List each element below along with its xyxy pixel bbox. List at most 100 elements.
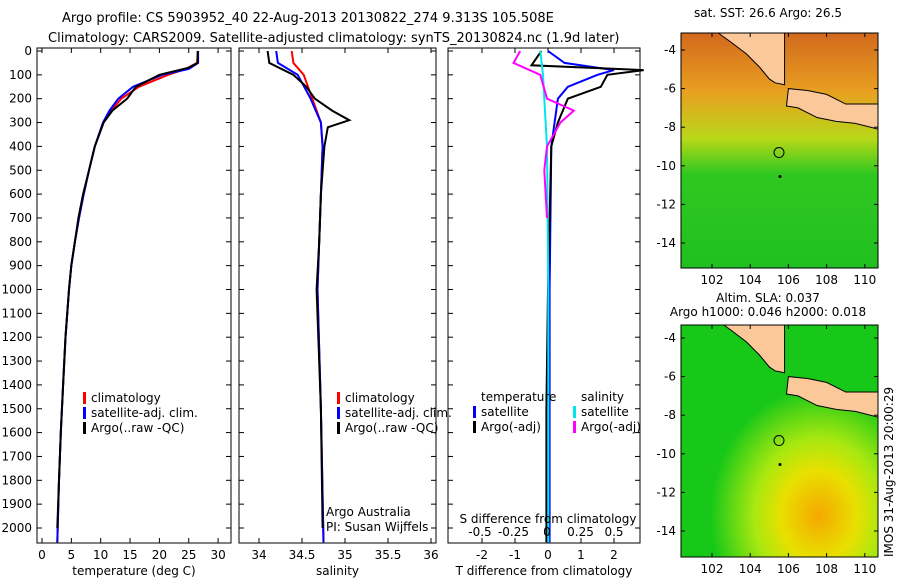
y-tick-label: 1000 <box>1 283 32 297</box>
legend-title-temperature: temperature <box>481 390 556 404</box>
legend-title-salinity: salinity <box>581 390 624 404</box>
legend-swatch <box>573 421 576 433</box>
legend-label: climatology <box>91 391 161 405</box>
float-position-marker <box>773 435 785 447</box>
land-group <box>722 325 878 418</box>
lat-tick-label: -6 <box>664 82 676 96</box>
x-axis-label: salinity <box>316 564 359 578</box>
sla-map-title-1: Altim. SLA: 0.037 <box>716 291 820 305</box>
y-tick-label: 700 <box>9 211 32 225</box>
x-tick-label: 0 <box>544 548 552 562</box>
x-tick-label: -2 <box>476 548 488 562</box>
x-tick-label: 1 <box>577 548 585 562</box>
x-tick-label: 35 <box>337 548 352 562</box>
float-track-marker <box>778 463 782 467</box>
series-line-climatology <box>290 50 325 543</box>
legend-label: satellite <box>581 405 629 419</box>
land-mass <box>785 88 878 130</box>
legend-swatch <box>83 407 86 419</box>
legend-label: Argo(..raw -QC) <box>345 421 438 435</box>
y-tick-label: 1300 <box>1 354 32 368</box>
axes-box <box>447 47 641 544</box>
y-tick-label: 400 <box>9 139 32 153</box>
axes-box <box>36 47 232 544</box>
float-track-marker <box>778 175 782 179</box>
map-frame <box>680 32 879 269</box>
lat-tick-label: -4 <box>664 43 676 57</box>
y-tick-label: 0 <box>24 44 32 58</box>
y-tick-label: 1800 <box>1 473 32 487</box>
y-tick-label: 1600 <box>1 426 32 440</box>
map-frame <box>680 324 879 558</box>
land-mass <box>722 325 786 374</box>
x-tick-label: 20 <box>152 548 167 562</box>
y-tick-label: 2000 <box>1 521 32 535</box>
x-tick-label: 34 <box>251 548 266 562</box>
lat-tick-label: -8 <box>664 408 676 422</box>
s-axis-label: S difference from climatology <box>460 512 637 526</box>
series-line-satellite-adj-clim- <box>56 51 200 543</box>
y-tick-label: 1500 <box>1 402 32 416</box>
s-axis-tick-label: 0 <box>543 525 551 539</box>
lat-tick-label: -8 <box>664 120 676 134</box>
lat-tick-label: -14 <box>656 236 676 250</box>
y-tick-label: 300 <box>9 116 32 130</box>
salinity-panel: 34 34.5 35 35.5 36 salinity climatologysatelli… <box>238 47 452 578</box>
lon-tick-label: 104 <box>739 273 762 287</box>
y-tick-label: 1200 <box>1 330 32 344</box>
temperature-panel: 0 5 10 15 20 25 300100200300400500600700800900… <box>1 44 232 578</box>
x-tick-label: 2 <box>610 548 618 562</box>
series-line-climatology <box>56 50 200 543</box>
x-tick-label: 35.5 <box>375 548 402 562</box>
legend-swatch <box>83 392 86 404</box>
y-tick-label: 100 <box>9 68 32 82</box>
legend-label: satellite-adj. clim. <box>345 406 452 420</box>
lat-tick-label: -12 <box>656 197 676 211</box>
credit-org: Argo Australia <box>326 505 411 519</box>
y-tick-label: 1700 <box>1 449 32 463</box>
legend-swatch <box>337 407 340 419</box>
y-tick-label: 900 <box>9 259 32 273</box>
x-axis-label: T difference from climatology <box>455 564 633 578</box>
legend-label: Argo(-adj) <box>481 420 541 434</box>
legend-label: Argo(-adj) <box>581 420 641 434</box>
y-tick-label: 800 <box>9 235 32 249</box>
legend-swatch <box>473 421 476 433</box>
x-tick-label: 36 <box>423 548 438 562</box>
series-line-argo-raw-qc- <box>56 51 199 529</box>
x-tick-label: 34.5 <box>289 548 316 562</box>
lon-tick-label: 108 <box>815 562 838 576</box>
y-tick-label: 600 <box>9 187 32 201</box>
x-axis-label: temperature (deg C) <box>72 564 195 578</box>
lon-tick-label: 106 <box>777 562 800 576</box>
legend-swatch <box>473 406 476 418</box>
x-tick-label: 5 <box>68 548 76 562</box>
lon-tick-label: 106 <box>777 273 800 287</box>
s-axis-tick-label: 0.5 <box>604 525 623 539</box>
sst-map-title: sat. SST: 26.6 Argo: 26.5 <box>694 6 842 20</box>
lat-tick-label: -6 <box>664 370 676 384</box>
x-tick-label: 10 <box>93 548 108 562</box>
title-line-1: Argo profile: CS 5903952_40 22-Aug-2013 … <box>62 11 554 26</box>
series-line-s-argo-adj- <box>512 50 576 218</box>
legend-label: satellite-adj. clim. <box>91 406 198 420</box>
sst-map: 102 104 106 108 110 -4 -6 -8 -10 -12 -14 <box>656 32 879 287</box>
x-tick-label: -1 <box>509 548 521 562</box>
x-tick-label: 0 <box>38 548 46 562</box>
float-position-marker <box>773 147 785 159</box>
lon-tick-label: 108 <box>815 273 838 287</box>
land-mass <box>785 376 878 418</box>
credit-pi: PI: Susan Wijffels <box>326 520 428 534</box>
footer-timestamp: IMOS 31-Aug-2013 20:00:29 <box>882 387 896 557</box>
sla-map-title-2: Argo h1000: 0.046 h2000: 0.018 <box>670 305 866 319</box>
x-tick-label: 25 <box>181 548 196 562</box>
lon-tick-label: 104 <box>739 562 762 576</box>
legend-label: satellite <box>481 405 529 419</box>
s-axis-tick-label: 0.25 <box>567 525 594 539</box>
y-tick-label: 200 <box>9 92 32 106</box>
legend-swatch <box>573 406 576 418</box>
x-tick-label: 30 <box>210 548 225 562</box>
axes-box <box>238 47 437 544</box>
